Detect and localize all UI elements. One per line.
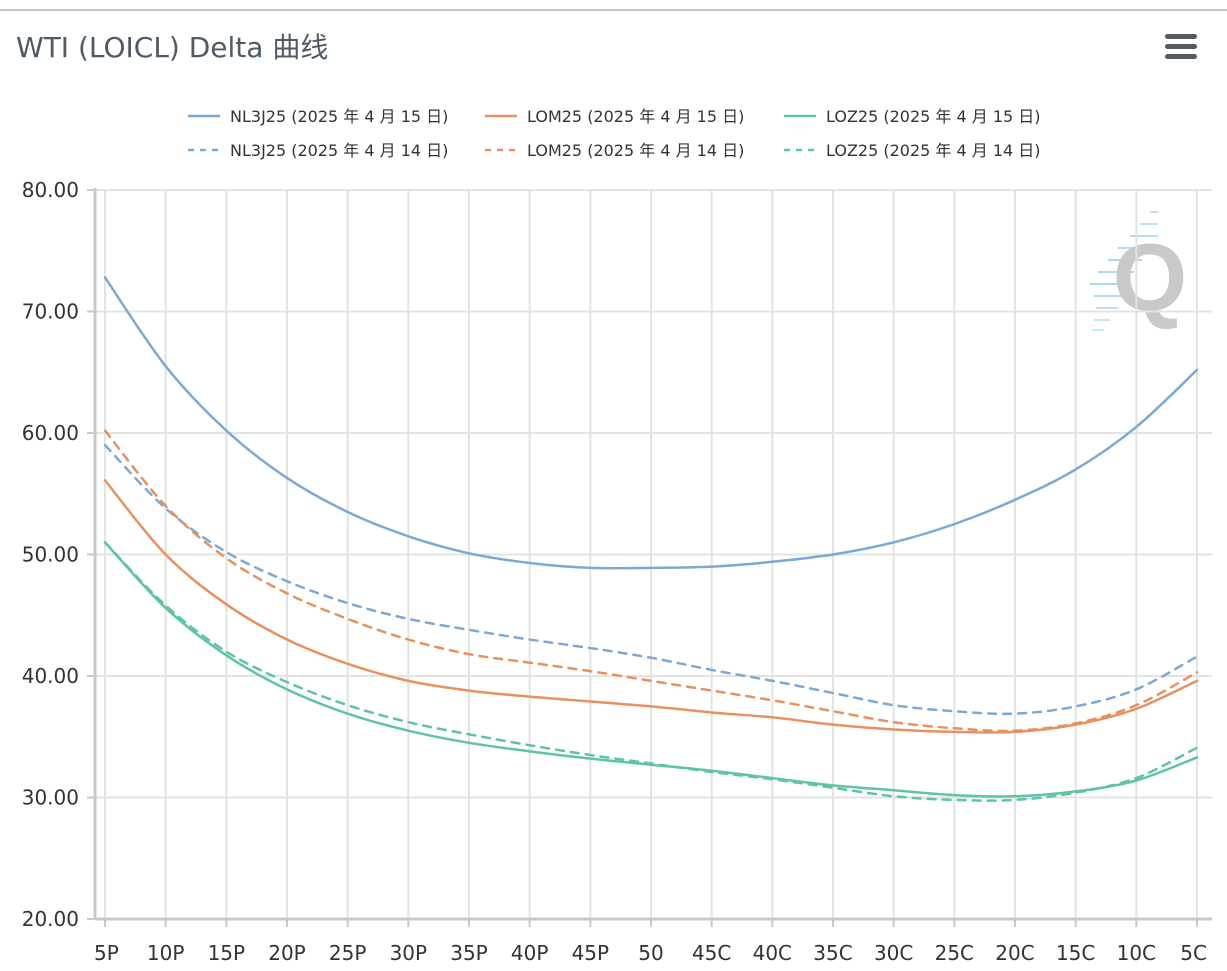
- x-tick-label: 50: [638, 941, 663, 965]
- series-line-4: [103, 429, 1199, 733]
- x-tick-label: 35C: [813, 941, 852, 965]
- y-tick-label: 20.00: [22, 907, 79, 931]
- x-axis-ticks: 5P 10P 15P 20P 25P 30P 35P 40P 45P 50 45C 40C 35C 30C…: [94, 919, 1207, 965]
- y-tick-label: 50.00: [22, 543, 79, 567]
- menu-bar: [1165, 54, 1197, 59]
- y-tick-label: 80.00: [22, 178, 79, 202]
- series-line-3: [103, 443, 1199, 716]
- y-axis-ticks: 20.00 30.00 40.00 50.00 60.00 70.00 80.00: [22, 178, 95, 931]
- watermark-streaks: [1090, 211, 1158, 331]
- y-tick-label: 30.00: [22, 786, 79, 810]
- x-tick-label: 5C: [1180, 941, 1207, 965]
- y-tick-label: 40.00: [22, 664, 79, 688]
- x-tick-label: 25P: [329, 941, 367, 965]
- x-tick-label: 40C: [753, 941, 792, 965]
- x-tick-label: 15C: [1056, 941, 1095, 965]
- legend-label: LOM25 (2025 年 4 月 14 日): [527, 141, 744, 160]
- x-tick-label: 25C: [935, 941, 974, 965]
- x-tick-label: 15P: [208, 941, 246, 965]
- y-tick-label: 60.00: [22, 421, 79, 445]
- x-tick-label: 40P: [511, 941, 549, 965]
- legend-label: LOZ25 (2025 年 4 月 15 日): [826, 107, 1041, 126]
- x-tick-label: 10C: [1117, 941, 1156, 965]
- x-tick-label: 30C: [874, 941, 913, 965]
- x-tick-label: 20P: [268, 941, 306, 965]
- series-line-2: [103, 541, 1199, 798]
- legend-label: NL3J25 (2025 年 4 月 14 日): [230, 141, 448, 160]
- watermark-logo: Q: [1090, 211, 1188, 331]
- x-tick-label: 35P: [450, 941, 488, 965]
- x-tick-label: 30P: [390, 941, 428, 965]
- series-line-5: [103, 541, 1199, 802]
- x-tick-label: 5P: [94, 941, 119, 965]
- legend-label: LOM25 (2025 年 4 月 15 日): [527, 107, 744, 126]
- chart-title: WTI (LOICL) Delta 曲线: [16, 31, 329, 64]
- y-tick-label: 70.00: [22, 300, 79, 324]
- x-tick-label: 20C: [995, 941, 1034, 965]
- legend-label: LOZ25 (2025 年 4 月 14 日): [826, 141, 1041, 160]
- x-tick-label: 10P: [147, 941, 185, 965]
- menu-bar: [1165, 44, 1197, 49]
- watermark-letter: Q: [1113, 224, 1188, 331]
- series-lines: [103, 276, 1199, 802]
- legend-label: NL3J25 (2025 年 4 月 15 日): [230, 107, 448, 126]
- x-tick-label: 45P: [572, 941, 610, 965]
- x-tick-label: 45C: [692, 941, 731, 965]
- hamburger-menu-icon[interactable]: [1163, 32, 1199, 62]
- top-border: [0, 9, 1227, 11]
- series-line-0: [103, 276, 1199, 570]
- legend: NL3J25 (2025 年 4 月 15 日) LOM25 (2025 年 4 …: [188, 107, 1041, 160]
- menu-bar: [1165, 34, 1197, 39]
- gridlines: [95, 189, 1212, 920]
